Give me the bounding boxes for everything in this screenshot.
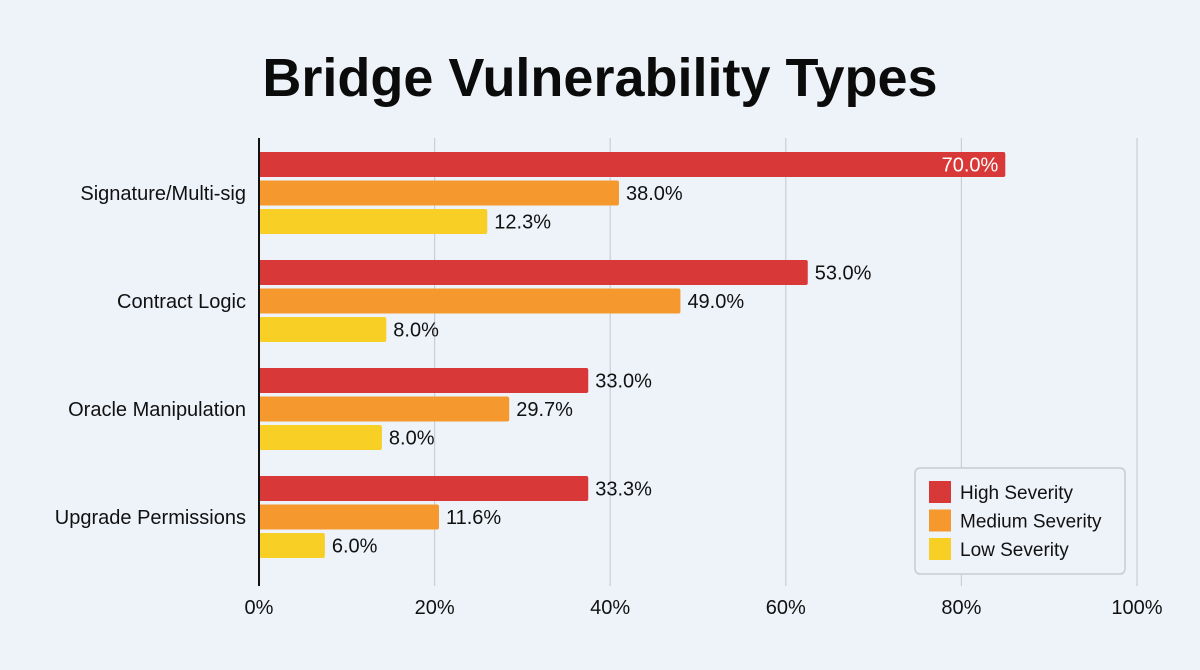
- data-label: 8.0%: [389, 428, 435, 450]
- legend-swatch: [929, 538, 951, 560]
- bar-medium-severity: [259, 180, 619, 206]
- bar-high-severity: [259, 476, 589, 501]
- bar-low-severity: [259, 533, 325, 558]
- legend-box: [914, 467, 1126, 575]
- category-label: Contract Logic: [117, 291, 246, 313]
- bar-low-severity: [259, 317, 387, 342]
- bar-high-severity: [259, 368, 589, 393]
- legend-label: Medium Severity: [960, 512, 1102, 533]
- data-label: 49.0%: [687, 291, 744, 313]
- legend: High Severity Medium Severity Low Severity: [914, 467, 1126, 575]
- data-label: 33.0%: [595, 371, 652, 393]
- chart-title: Bridge Vulnerability Types: [262, 48, 937, 108]
- bar-low-severity: [259, 209, 488, 234]
- bars: 70.0% 38.0% 12.3% 53.0% 49.0% 8.0% 33.0% 29.7% 8…: [259, 152, 1006, 558]
- data-label: 53.0%: [815, 263, 872, 285]
- legend-swatch: [929, 481, 951, 503]
- data-label: 70.0%: [942, 155, 999, 177]
- legend-swatch: [929, 509, 951, 532]
- data-label: 8.0%: [393, 320, 439, 342]
- data-label: 33.3%: [595, 479, 652, 501]
- x-tick-label: 100%: [1111, 597, 1162, 619]
- bar-medium-severity: [259, 396, 510, 422]
- data-label: 38.0%: [626, 183, 683, 205]
- x-tick-label: 80%: [941, 597, 981, 619]
- legend-label: Low Severity: [960, 540, 1069, 561]
- x-tick-label: 40%: [590, 597, 630, 619]
- category-label: Signature/Multi-sig: [80, 183, 246, 205]
- x-tick-label: 60%: [766, 597, 806, 619]
- data-label: 6.0%: [332, 536, 378, 558]
- bar-high-severity: [259, 260, 808, 285]
- category-labels: Signature/Multi-sig Contract Logic Oracle …: [55, 183, 246, 529]
- bar-low-severity: [259, 425, 382, 450]
- x-tick-label: 20%: [415, 597, 455, 619]
- bar-medium-severity: [259, 504, 439, 530]
- data-label: 29.7%: [516, 399, 573, 421]
- legend-label: High Severity: [960, 483, 1073, 504]
- category-label: Oracle Manipulation: [68, 399, 246, 421]
- x-tick-label: 0%: [245, 597, 274, 619]
- bar-high-severity: [259, 152, 1006, 177]
- bar-medium-severity: [259, 288, 681, 314]
- data-label: 12.3%: [494, 212, 551, 234]
- data-label: 11.6%: [446, 507, 501, 529]
- x-tick-labels: 0% 20% 40% 60% 80% 100%: [245, 597, 1163, 619]
- category-label: Upgrade Permissions: [55, 507, 246, 529]
